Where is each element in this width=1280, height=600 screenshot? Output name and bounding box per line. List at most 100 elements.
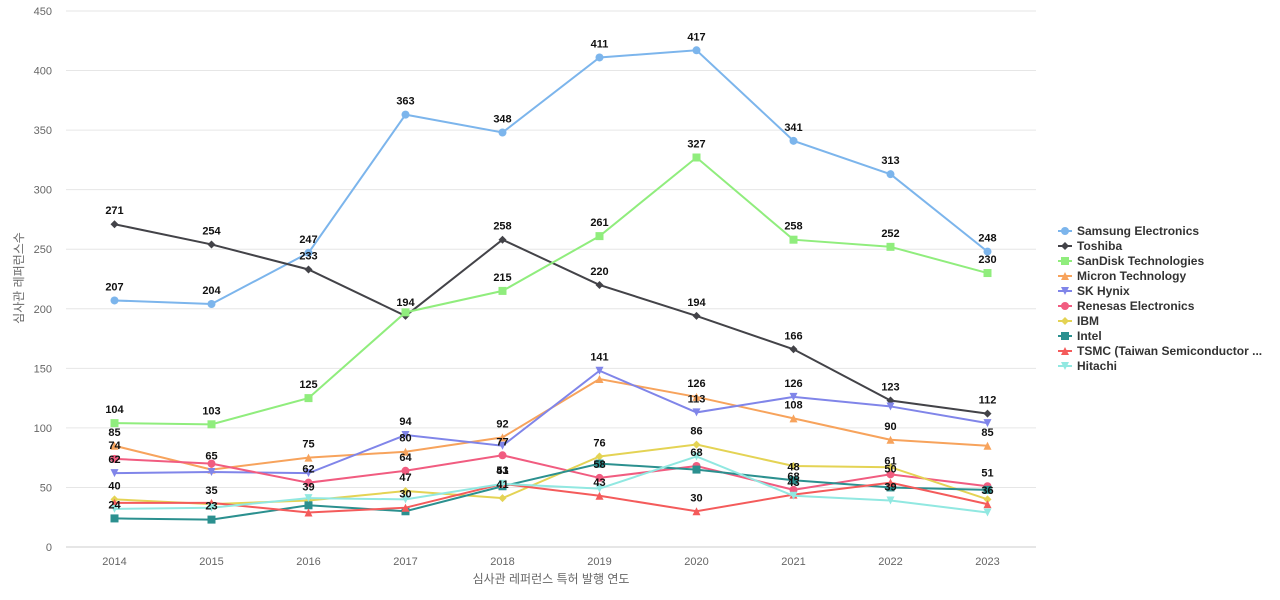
- data-point-renesas-electronics[interactable]: [401, 466, 410, 475]
- data-point-hitachi[interactable]: [401, 495, 410, 504]
- data-point-sandisk-technologies[interactable]: [983, 269, 992, 278]
- data-point-sk-hynix[interactable]: [110, 469, 119, 478]
- legend-item-sk-hynix[interactable]: SK Hynix: [1058, 284, 1130, 298]
- series-line-intel[interactable]: [114, 462, 988, 521]
- data-point-tsmc-taiwan-semiconductor[interactable]: [692, 507, 701, 516]
- data-point-sandisk-technologies[interactable]: [886, 242, 895, 251]
- data-point-samsung-electronics[interactable]: [498, 128, 507, 137]
- data-point-sandisk-technologies[interactable]: [789, 235, 798, 244]
- data-point-samsung-electronics[interactable]: [401, 110, 410, 119]
- series-line-toshiba[interactable]: [114, 223, 988, 415]
- data-point-micron-technology[interactable]: [789, 414, 798, 423]
- data-point-intel[interactable]: [110, 514, 119, 523]
- data-point-toshiba[interactable]: [498, 235, 507, 244]
- data-point-micron-technology[interactable]: [983, 441, 992, 450]
- data-point-tsmc-taiwan-semiconductor[interactable]: [401, 503, 410, 512]
- data-point-renesas-electronics[interactable]: [304, 478, 313, 487]
- data-point-tsmc-taiwan-semiconductor[interactable]: [983, 500, 992, 509]
- data-point-tsmc-taiwan-semiconductor[interactable]: [886, 478, 895, 487]
- legend-item-hitachi[interactable]: Hitachi: [1058, 359, 1117, 373]
- data-point-ibm[interactable]: [692, 440, 701, 449]
- data-point-hitachi[interactable]: [498, 479, 507, 488]
- series-line-hitachi[interactable]: [114, 455, 988, 514]
- data-point-ibm[interactable]: [401, 487, 410, 496]
- data-point-samsung-electronics[interactable]: [207, 300, 216, 309]
- data-point-ibm[interactable]: [498, 494, 507, 503]
- legend-item-sandisk-technologies[interactable]: SanDisk Technologies: [1058, 254, 1204, 268]
- data-point-hitachi[interactable]: [595, 484, 604, 493]
- data-point-toshiba[interactable]: [692, 311, 701, 320]
- data-point-toshiba[interactable]: [304, 265, 313, 274]
- data-point-samsung-electronics[interactable]: [789, 136, 798, 145]
- data-point-micron-technology[interactable]: [304, 453, 313, 462]
- data-point-intel[interactable]: [207, 515, 216, 524]
- series-line-sk-hynix[interactable]: [114, 369, 988, 475]
- data-point-sandisk-technologies[interactable]: [110, 419, 119, 428]
- data-point-intel[interactable]: [304, 501, 313, 510]
- data-point-ibm[interactable]: [983, 495, 992, 504]
- data-point-ibm[interactable]: [595, 452, 604, 461]
- data-point-micron-technology[interactable]: [692, 392, 701, 401]
- data-point-intel[interactable]: [886, 483, 895, 492]
- data-point-micron-technology[interactable]: [110, 441, 119, 450]
- series-line-renesas-electronics[interactable]: [114, 454, 988, 491]
- data-point-toshiba[interactable]: [207, 240, 216, 249]
- data-point-tsmc-taiwan-semiconductor[interactable]: [304, 508, 313, 517]
- data-point-renesas-electronics[interactable]: [595, 473, 604, 482]
- data-point-tsmc-taiwan-semiconductor[interactable]: [595, 491, 604, 500]
- data-point-intel[interactable]: [595, 459, 604, 468]
- data-point-renesas-electronics[interactable]: [207, 459, 216, 468]
- data-point-sandisk-technologies[interactable]: [207, 420, 216, 429]
- data-point-sk-hynix[interactable]: [401, 431, 410, 440]
- legend-item-samsung-electronics[interactable]: Samsung Electronics: [1058, 224, 1199, 238]
- series-line-sandisk-technologies[interactable]: [114, 156, 988, 426]
- legend-item-toshiba[interactable]: Toshiba: [1058, 239, 1122, 253]
- legend-item-ibm[interactable]: IBM: [1058, 314, 1099, 328]
- data-point-samsung-electronics[interactable]: [304, 248, 313, 257]
- data-point-renesas-electronics[interactable]: [498, 451, 507, 460]
- data-point-toshiba[interactable]: [110, 220, 119, 229]
- data-point-micron-technology[interactable]: [886, 435, 895, 444]
- series-line-samsung-electronics[interactable]: [114, 49, 989, 306]
- data-point-sk-hynix[interactable]: [498, 441, 507, 450]
- data-point-sandisk-technologies[interactable]: [498, 286, 507, 295]
- data-point-samsung-electronics[interactable]: [886, 170, 895, 179]
- data-point-hitachi[interactable]: [207, 503, 216, 512]
- data-point-micron-technology[interactable]: [401, 447, 410, 456]
- data-point-sk-hynix[interactable]: [983, 419, 992, 428]
- data-point-sk-hynix[interactable]: [595, 366, 604, 375]
- data-point-intel[interactable]: [692, 465, 701, 474]
- data-point-renesas-electronics[interactable]: [110, 454, 119, 463]
- data-point-sandisk-technologies[interactable]: [304, 394, 313, 403]
- data-point-hitachi[interactable]: [304, 494, 313, 503]
- series-line-tsmc-taiwan-semiconductor[interactable]: [114, 481, 988, 514]
- data-point-samsung-electronics[interactable]: [110, 296, 119, 305]
- data-point-hitachi[interactable]: [692, 452, 701, 461]
- data-point-samsung-electronics[interactable]: [692, 46, 701, 55]
- data-point-intel[interactable]: [789, 476, 798, 485]
- data-point-sk-hynix[interactable]: [207, 467, 216, 476]
- data-point-hitachi[interactable]: [886, 496, 895, 505]
- data-point-sk-hynix[interactable]: [886, 402, 895, 411]
- data-point-toshiba[interactable]: [983, 409, 992, 418]
- data-point-sandisk-technologies[interactable]: [692, 153, 701, 162]
- data-point-samsung-electronics[interactable]: [983, 247, 992, 256]
- data-point-sandisk-technologies[interactable]: [595, 232, 604, 241]
- data-point-toshiba[interactable]: [789, 345, 798, 354]
- series-line-micron-technology[interactable]: [114, 378, 988, 471]
- data-point-ibm[interactable]: [789, 462, 798, 471]
- data-point-micron-technology[interactable]: [595, 375, 604, 384]
- data-point-renesas-electronics[interactable]: [886, 470, 895, 479]
- legend-item-tsmc-taiwan-semiconductor[interactable]: TSMC (Taiwan Semiconductor ...: [1058, 344, 1262, 358]
- data-point-sk-hynix[interactable]: [692, 408, 701, 417]
- legend-item-micron-technology[interactable]: Micron Technology: [1058, 269, 1186, 283]
- data-point-toshiba[interactable]: [595, 280, 604, 289]
- data-point-hitachi[interactable]: [110, 504, 119, 513]
- data-point-sk-hynix[interactable]: [789, 392, 798, 401]
- data-point-sandisk-technologies[interactable]: [401, 308, 410, 317]
- legend-item-renesas-electronics[interactable]: Renesas Electronics: [1058, 299, 1195, 313]
- data-point-hitachi[interactable]: [789, 491, 798, 500]
- data-point-hitachi[interactable]: [983, 508, 992, 517]
- data-point-micron-technology[interactable]: [498, 433, 507, 442]
